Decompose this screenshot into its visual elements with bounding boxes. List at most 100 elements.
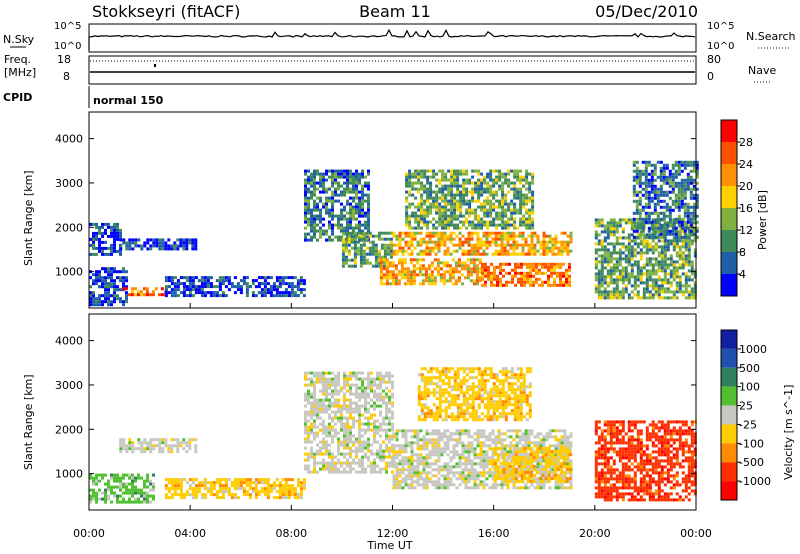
- range-gate-cell: [392, 234, 396, 238]
- range-gate-cell: [636, 293, 640, 297]
- range-gate-cell: [152, 473, 155, 477]
- range-gate-cell: [621, 281, 625, 285]
- range-gate-cell: [453, 226, 457, 230]
- range-gate-cell: [448, 270, 452, 274]
- range-gate-cell: [651, 269, 655, 273]
- range-gate-cell: [179, 496, 183, 500]
- range-gate-cell: [467, 231, 471, 235]
- range-gate-cell: [475, 276, 479, 280]
- range-gate-cell: [98, 300, 101, 304]
- range-gate-cell: [107, 300, 110, 304]
- range-gate-cell: [660, 278, 664, 282]
- range-gate-cell: [224, 487, 228, 491]
- range-gate-cell: [436, 270, 440, 274]
- range-gate-cell: [468, 199, 472, 203]
- range-gate-cell: [164, 247, 168, 251]
- range-gate-cell: [504, 196, 508, 200]
- range-gate-cell: [352, 172, 355, 176]
- range-gate-cell: [92, 234, 95, 238]
- range-gate-cell: [672, 236, 676, 240]
- range-gate-cell: [334, 392, 337, 396]
- range-gate-cell: [403, 282, 407, 286]
- range-gate-cell: [287, 282, 291, 286]
- range-gate-cell: [110, 294, 113, 298]
- range-gate-cell: [278, 496, 282, 500]
- range-gate-cell: [401, 246, 405, 250]
- range-gate-cell: [395, 444, 399, 448]
- range-gate-cell: [352, 205, 355, 209]
- range-gate-cell: [498, 211, 502, 215]
- range-gate-cell: [650, 190, 654, 194]
- range-gate-cell: [639, 266, 643, 270]
- range-gate-cell: [352, 217, 355, 221]
- range-gate-cell: [385, 407, 388, 411]
- range-gate-cell: [550, 271, 553, 275]
- range-gate-cell: [328, 467, 331, 471]
- range-gate-cell: [413, 468, 417, 472]
- range-gate-cell: [516, 178, 520, 182]
- range-gate-cell: [612, 290, 616, 294]
- range-gate-cell: [275, 276, 279, 280]
- range-gate-cell: [340, 211, 343, 215]
- range-gate-cell: [401, 459, 405, 463]
- range-gate-cell: [650, 187, 654, 191]
- range-gate-cell: [665, 178, 669, 182]
- range-gate-cell: [104, 294, 107, 298]
- range-gate-cell: [594, 233, 598, 237]
- range-gate-cell: [113, 240, 116, 244]
- range-gate-cell: [158, 450, 162, 454]
- range-gate-cell: [675, 242, 679, 246]
- range-gate-cell: [410, 252, 414, 256]
- range-gate-cell: [594, 263, 598, 267]
- range-gate-cell: [498, 178, 502, 182]
- range-gate-cell: [116, 234, 119, 238]
- range-gate-cell: [531, 223, 535, 227]
- range-gate-cell: [373, 467, 376, 471]
- range-gate-cell: [542, 252, 546, 256]
- range-gate-cell: [349, 175, 352, 179]
- range-gate-cell: [644, 235, 648, 239]
- range-gate-cell: [621, 230, 625, 234]
- range-gate-cell: [313, 169, 316, 173]
- range-gate-cell: [606, 272, 610, 276]
- range-gate-cell: [669, 263, 673, 267]
- range-gate-cell: [379, 258, 383, 262]
- range-gate-cell: [346, 464, 349, 468]
- range-gate-cell: [609, 260, 613, 264]
- range-gate-cell: [398, 462, 402, 466]
- range-gate-cell: [203, 484, 207, 488]
- range-gate-cell: [379, 467, 382, 471]
- range-gate-cell: [221, 282, 225, 286]
- range-gate-cell: [107, 288, 110, 292]
- range-gate-cell: [382, 267, 386, 271]
- range-gate-cell: [426, 169, 430, 173]
- range-gate-cell: [388, 428, 391, 432]
- range-gate-cell: [331, 217, 334, 221]
- range-gate-cell: [364, 223, 367, 227]
- range-gate-cell: [344, 261, 348, 265]
- range-gate-cell: [522, 199, 526, 203]
- range-gate-cell: [358, 434, 361, 438]
- range-gate-cell: [669, 281, 673, 285]
- range-gate-cell: [313, 190, 316, 194]
- range-gate-cell: [411, 214, 415, 218]
- range-gate-cell: [462, 196, 466, 200]
- range-gate-cell: [436, 264, 440, 268]
- range-gate-cell: [364, 443, 367, 447]
- range-gate-cell: [89, 291, 92, 295]
- range-gate-cell: [281, 496, 285, 500]
- range-gate-cell: [630, 266, 634, 270]
- range-gate-cell: [495, 181, 499, 185]
- range-gate-cell: [559, 280, 562, 284]
- range-gate-cell: [677, 187, 681, 191]
- range-gate-cell: [349, 220, 352, 224]
- range-gate-cell: [272, 294, 276, 298]
- range-gate-cell: [98, 473, 101, 477]
- range-gate-cell: [594, 242, 598, 246]
- range-gate-cell: [483, 199, 487, 203]
- range-gate-cell: [352, 419, 355, 423]
- range-gate-cell: [437, 435, 441, 439]
- range-gate-cell: [544, 265, 547, 269]
- range-gate-cell: [266, 478, 270, 482]
- range-gate-cell: [119, 228, 122, 232]
